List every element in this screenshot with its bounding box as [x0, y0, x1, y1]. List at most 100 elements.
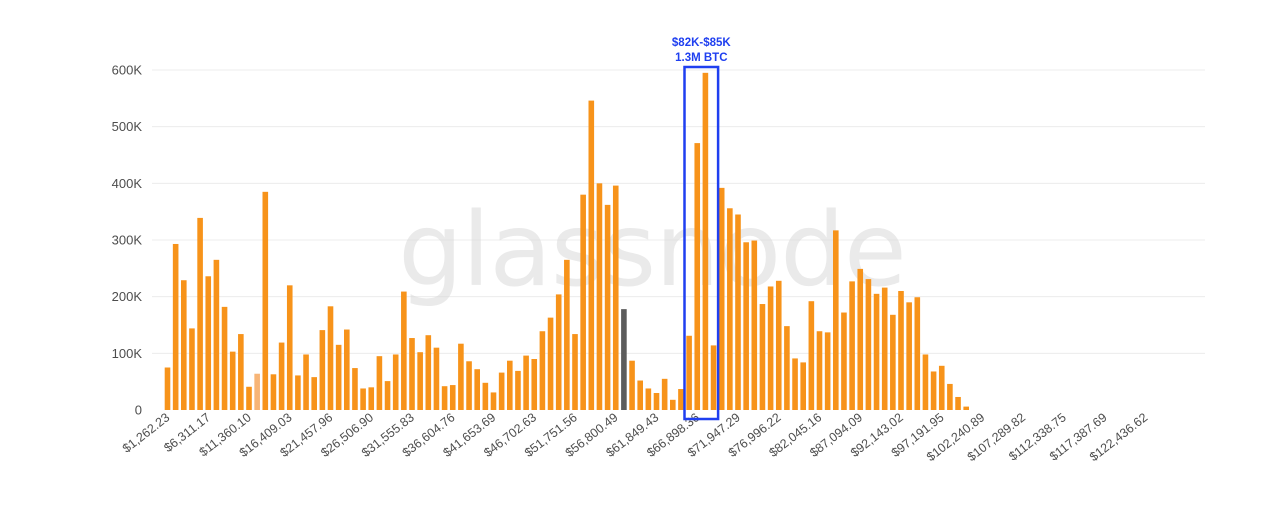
bar — [555, 294, 562, 410]
bar — [702, 72, 709, 410]
bar — [490, 392, 497, 410]
bar — [816, 331, 823, 410]
bar — [458, 343, 464, 410]
bar — [645, 388, 652, 410]
bar — [229, 351, 236, 410]
y-tick-label: 400K — [112, 176, 143, 191]
bar — [360, 388, 366, 410]
bar — [596, 183, 603, 410]
bar — [686, 335, 692, 410]
bar — [678, 389, 684, 410]
bar — [547, 317, 554, 410]
bar — [270, 374, 277, 410]
bar — [295, 375, 301, 410]
bar — [930, 371, 937, 410]
highlight-annotation: $82K-$85K 1.3M BTC — [672, 37, 731, 421]
y-tick-label: 100K — [112, 346, 143, 361]
bar — [824, 332, 831, 410]
bar — [751, 240, 758, 410]
bar — [604, 204, 611, 410]
bar — [653, 393, 660, 410]
current-price-bar — [621, 309, 627, 410]
bar — [629, 360, 635, 410]
bar — [775, 280, 782, 410]
bar — [286, 285, 293, 410]
bar — [172, 243, 179, 410]
bar — [164, 367, 171, 410]
bar — [743, 242, 749, 410]
watermark: glassnode — [398, 191, 905, 310]
bar — [564, 259, 570, 410]
bar — [246, 386, 252, 410]
bar — [938, 365, 945, 410]
bar — [344, 329, 350, 410]
bar — [735, 214, 741, 410]
bar — [963, 406, 969, 410]
annotation-btc-amount: 1.3M BTC — [675, 52, 727, 64]
bar — [181, 280, 187, 410]
bar — [205, 276, 212, 410]
bar — [392, 354, 399, 410]
bar — [759, 304, 766, 410]
bar — [523, 355, 529, 410]
bar — [507, 360, 513, 410]
bar — [718, 187, 725, 410]
bar — [767, 286, 774, 410]
bar — [433, 347, 440, 410]
bars — [164, 72, 969, 410]
bar — [906, 302, 912, 410]
bar — [955, 396, 961, 410]
bar — [303, 354, 309, 410]
bar — [792, 358, 798, 410]
bar — [515, 370, 521, 410]
bar — [441, 386, 448, 410]
bar — [637, 380, 643, 410]
bar — [384, 381, 391, 410]
bar — [661, 378, 668, 410]
bar — [539, 331, 546, 410]
bar — [808, 301, 815, 410]
bar — [873, 293, 880, 410]
bar — [319, 330, 326, 410]
bar — [914, 297, 921, 410]
bar — [670, 399, 676, 410]
bar — [401, 291, 407, 410]
highlight-box — [683, 65, 720, 421]
bar — [784, 326, 790, 410]
bar — [710, 345, 717, 410]
bar — [890, 314, 896, 410]
bar — [238, 334, 244, 410]
gridlines — [152, 69, 1205, 354]
y-axis: 0 100K 200K 300K 400K 500K 600K — [112, 63, 143, 418]
bar — [189, 328, 195, 410]
bar — [311, 377, 317, 410]
bar — [368, 387, 375, 410]
bar — [221, 306, 228, 410]
bar — [197, 217, 203, 410]
bar — [278, 342, 285, 410]
bar — [498, 372, 505, 410]
y-tick-label: 500K — [112, 119, 143, 134]
bar — [833, 230, 839, 410]
bar — [800, 362, 806, 410]
y-tick-label: 200K — [112, 289, 143, 304]
bar — [482, 382, 489, 410]
bar — [262, 191, 269, 410]
bar — [612, 185, 619, 410]
bar — [474, 369, 480, 410]
bar — [531, 359, 538, 410]
y-tick-label: 300K — [112, 233, 143, 248]
y-tick-label: 0 — [135, 403, 142, 418]
bar — [352, 368, 358, 410]
bar — [409, 338, 415, 410]
bar — [865, 279, 872, 410]
bar — [327, 306, 334, 410]
bar — [466, 361, 472, 410]
bar — [727, 208, 733, 410]
bar — [572, 334, 578, 410]
bar — [417, 352, 423, 410]
bar — [694, 143, 701, 410]
bar — [898, 291, 904, 410]
bar — [841, 312, 847, 410]
